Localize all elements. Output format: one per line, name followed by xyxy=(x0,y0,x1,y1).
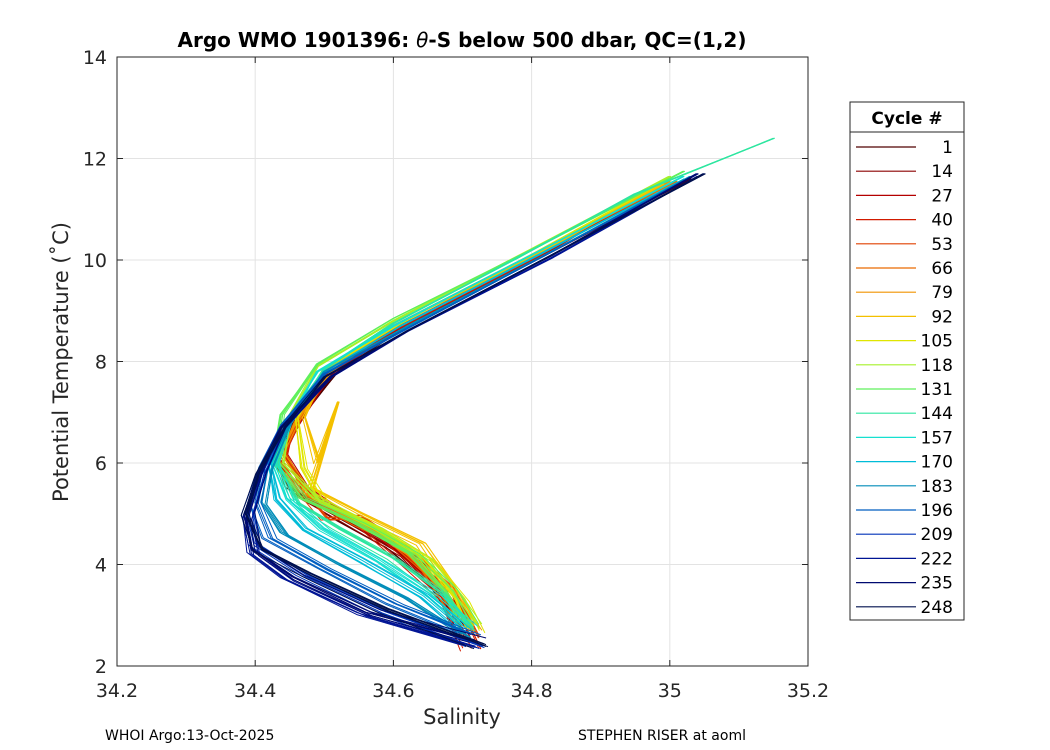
y-tick-label: 4 xyxy=(95,555,107,577)
y-axis-label: Potential Temperature (˚C) xyxy=(49,222,73,502)
y-tick-label: 2 xyxy=(95,656,107,678)
footer-right: STEPHEN RISER at aoml xyxy=(578,728,746,744)
x-tick-label: 34.4 xyxy=(234,680,276,702)
legend-entry-label: 157 xyxy=(921,428,953,448)
y-tick-label: 6 xyxy=(95,453,107,475)
legend-entry-label: 196 xyxy=(921,501,953,521)
profile-line-cycle-248 xyxy=(244,173,706,645)
x-tick-label: 34.2 xyxy=(96,680,138,702)
legend-entry-label: 92 xyxy=(931,307,953,327)
y-tick-label: 8 xyxy=(95,352,107,374)
legend-title: Cycle # xyxy=(871,109,942,129)
profile-line-cycle-157 xyxy=(271,175,684,629)
legend-entry-label: 53 xyxy=(931,235,953,255)
legend-entry-label: 105 xyxy=(921,332,953,352)
legend-entry-label: 131 xyxy=(921,380,953,400)
axis-ticks: 34.2 34.4 34.6 34.8 35 35.2 2 4 6 8 10 12 14 xyxy=(83,47,829,702)
legend-entry-label: 79 xyxy=(931,283,953,303)
x-tick-label: 34.8 xyxy=(510,680,552,702)
x-axis-label: Salinity xyxy=(423,705,501,729)
x-tick-label: 35 xyxy=(658,680,682,702)
legend-entry-label: 1 xyxy=(942,138,953,158)
legend-entry-label: 209 xyxy=(921,525,953,545)
legend-entry-label: 40 xyxy=(931,211,953,231)
x-tick-label: 34.6 xyxy=(372,680,414,702)
y-tick-label: 12 xyxy=(83,149,107,171)
chart-title: Argo WMO 1901396: θ-S below 500 dbar, QC… xyxy=(178,28,747,52)
profile-line-cycle-157 xyxy=(276,175,685,625)
y-tick-label: 14 xyxy=(83,47,107,69)
x-tick-label: 35.2 xyxy=(787,680,829,702)
legend-entry-label: 14 xyxy=(931,162,953,182)
legend-entry-label: 118 xyxy=(921,356,953,376)
legend-entry-label: 170 xyxy=(921,453,953,473)
grid xyxy=(116,56,809,667)
profile-line-cycle-118 xyxy=(282,175,669,628)
legend-entry-label: 27 xyxy=(931,186,953,206)
legend-entry-label: 66 xyxy=(931,259,953,279)
footer-left: WHOI Argo:13-Oct-2025 xyxy=(105,728,274,744)
series-group xyxy=(240,137,775,652)
legend-entry-label: 222 xyxy=(921,549,953,569)
y-tick-label: 10 xyxy=(83,250,107,272)
legend-entry-label: 183 xyxy=(921,477,953,497)
legend-entry-label: 248 xyxy=(921,598,953,618)
legend-entry-label: 235 xyxy=(921,574,953,594)
legend: Cycle # 1 14 27 40 53 66 79 92 105 118 131 144 157 17… xyxy=(849,101,965,621)
legend-entry-label: 144 xyxy=(921,404,953,424)
